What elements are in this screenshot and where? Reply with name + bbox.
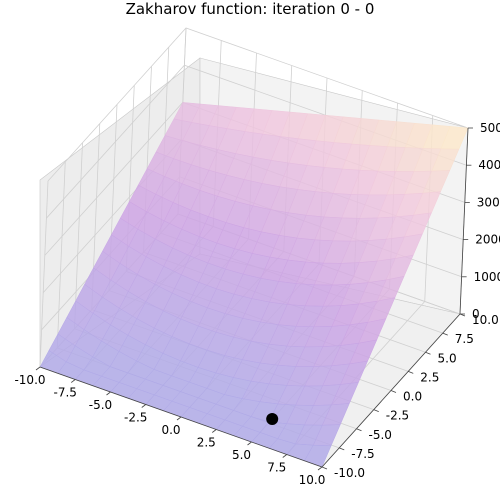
x-tick-mark-2 bbox=[106, 391, 111, 396]
y-tick-mark-4 bbox=[390, 390, 397, 393]
y-tick-label-1: -7.5 bbox=[351, 447, 374, 461]
z-tick-label-2: 20000 bbox=[475, 233, 500, 247]
y-tick-label-3: -2.5 bbox=[386, 409, 409, 423]
y-tick-label-2: -5.0 bbox=[369, 428, 392, 442]
y-tick-mark-3 bbox=[373, 409, 379, 412]
z-tick-label-0: 0 bbox=[472, 307, 480, 321]
y-tick-mark-7 bbox=[442, 332, 448, 336]
y-tick-label-0: -10.0 bbox=[334, 466, 365, 480]
z-tick-label-5: 50000 bbox=[480, 121, 500, 135]
y-tick-mark-1 bbox=[339, 447, 345, 451]
y-tick-label-8: 10.0 bbox=[472, 313, 499, 327]
x-tick-label-6: 5.0 bbox=[232, 448, 251, 462]
x-tick-mark-5 bbox=[212, 429, 217, 433]
y-tick-mark-5 bbox=[408, 371, 414, 374]
y-tick-label-5: 2.5 bbox=[420, 370, 439, 384]
x-tick-mark-8 bbox=[317, 466, 323, 471]
x-tick-label-5: 2.5 bbox=[197, 436, 216, 450]
x-tick-mark-1 bbox=[71, 379, 76, 383]
tick-labels: -10.0 -7.5 -5.0 -2.5 0.0 2.5 5.0 7.5 10.0 -10.0 -7… bbox=[14, 121, 500, 487]
y-tick-label-7: 7.5 bbox=[455, 332, 474, 346]
surface-mesh bbox=[39, 102, 469, 468]
x-tick-label-7: 7.5 bbox=[267, 461, 286, 475]
y-tick-mark-6 bbox=[425, 351, 431, 355]
side-grid-y-0 bbox=[39, 180, 49, 368]
chart-title: Zakharov function: iteration 0 - 0 bbox=[125, 0, 375, 18]
y-tick-label-6: 5.0 bbox=[438, 351, 457, 365]
x-tick-mark-0 bbox=[35, 366, 41, 371]
x-tick-mark-7 bbox=[282, 454, 287, 458]
x-tick-label-8: 10.0 bbox=[299, 473, 326, 487]
wall-grid-z-5 bbox=[47, 27, 469, 182]
z-tick-label-1: 10000 bbox=[474, 270, 500, 284]
z-axis-line bbox=[459, 127, 469, 315]
z-tick-label-3: 30000 bbox=[477, 195, 500, 209]
z-tick-label-4: 40000 bbox=[478, 158, 500, 172]
x-tick-label-2: -5.0 bbox=[89, 398, 112, 412]
side-grid-y-2 bbox=[74, 142, 83, 329]
x-tick-label-3: -2.5 bbox=[124, 411, 147, 425]
x-tick-mark-3 bbox=[141, 404, 146, 408]
x-tick-mark-6 bbox=[247, 441, 252, 446]
y-tick-label-4: 0.0 bbox=[403, 390, 422, 404]
current-point-marker bbox=[266, 413, 279, 426]
x-tick-label-4: 0.0 bbox=[161, 423, 180, 437]
y-tick-mark-2 bbox=[356, 428, 362, 432]
x-tick-mark-4 bbox=[176, 416, 182, 421]
x-tick-label-0: -10.0 bbox=[14, 373, 45, 387]
x-tick-label-1: -7.5 bbox=[54, 386, 77, 400]
side-grid-y-1 bbox=[56, 161, 66, 348]
y-tick-mark-0 bbox=[321, 466, 328, 470]
point-layer bbox=[266, 413, 279, 426]
